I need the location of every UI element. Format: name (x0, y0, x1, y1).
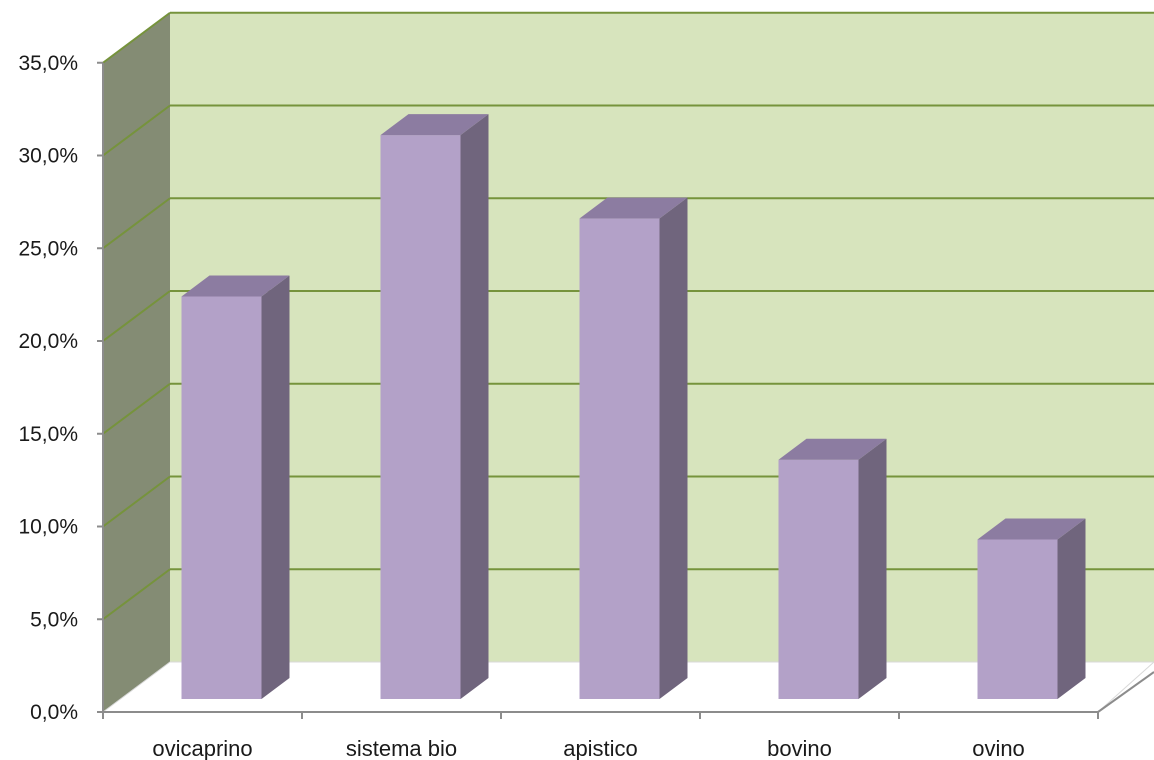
gridline-side (102, 11, 171, 64)
bar (181, 275, 290, 699)
bar-side (858, 438, 887, 699)
y-tick-label: 20,0% (18, 330, 78, 353)
bar (380, 114, 489, 699)
bar-top (778, 438, 887, 460)
x-category-label: apistico (563, 736, 638, 760)
y-tick-label: 10,0% (18, 516, 78, 539)
y-tick-label: 30,0% (18, 145, 78, 168)
x-axis-category-labels: ovicaprino sistema bio apistico bovino ovino (152, 736, 1024, 760)
x-category-label: sistema bio (346, 736, 457, 760)
bar (977, 518, 1086, 699)
bar-side (1057, 518, 1086, 699)
x-category-label: ovicaprino (152, 736, 252, 760)
x-category-label: ovino (972, 736, 1025, 760)
gridline-side (102, 475, 171, 528)
bar-side (659, 197, 688, 699)
y-tick-label: 15,0% (18, 423, 78, 446)
gridline-side (102, 290, 171, 342)
y-tick-label: 0,0% (30, 701, 78, 724)
bar-top (380, 114, 489, 136)
bar-top (181, 275, 290, 297)
floor-edge (1097, 671, 1154, 713)
gridline-side (102, 104, 171, 157)
bar-side (261, 275, 290, 699)
x-category-label: bovino (767, 736, 832, 760)
y-tick-label: 5,0% (30, 608, 78, 631)
bar-side (460, 114, 489, 699)
bar (778, 438, 887, 699)
gridline-side (102, 382, 171, 435)
bar-front (181, 296, 262, 699)
y-tick-label: 35,0% (18, 52, 78, 75)
gridline-side (102, 568, 171, 621)
bar-front (778, 459, 859, 699)
axes (97, 61, 1154, 719)
bar-top (579, 197, 688, 219)
bar-front (579, 218, 660, 699)
bar-front (977, 539, 1058, 699)
bar-top (977, 518, 1086, 540)
bar-front (380, 135, 461, 699)
bar (579, 197, 688, 699)
y-axis-tick-labels: 0,0% 5,0% 10,0% 15,0% 20,0% 25,0% 30,0% 35,0% (18, 52, 78, 724)
side-wall (103, 12, 170, 712)
y-tick-label: 25,0% (18, 237, 78, 260)
gridline-side (102, 197, 171, 250)
bars (181, 114, 1086, 699)
